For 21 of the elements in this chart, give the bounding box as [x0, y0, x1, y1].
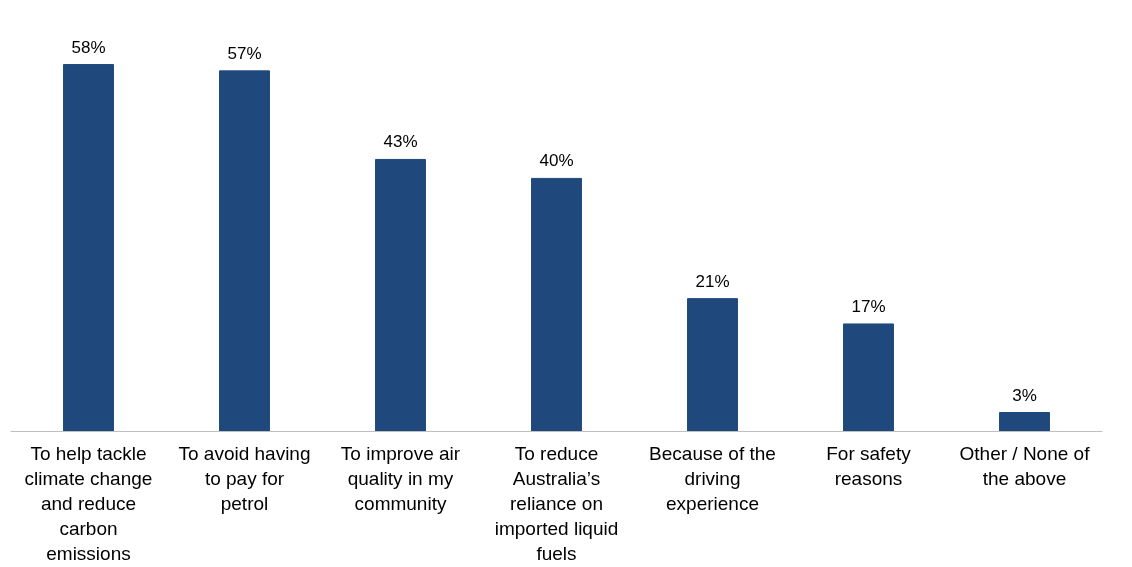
data-label: 57%	[227, 43, 262, 63]
bar	[63, 64, 114, 432]
data-label: 21%	[695, 271, 730, 291]
bar	[687, 298, 738, 432]
data-label: 17%	[851, 296, 886, 316]
x-tick-label: For safety reasons	[826, 442, 912, 489]
data-label: 43%	[383, 132, 418, 152]
x-tick-label: To improve air quality in my community	[340, 442, 461, 514]
data-label: 40%	[539, 151, 574, 171]
bar	[219, 70, 270, 432]
bar	[843, 323, 894, 432]
bar	[999, 412, 1050, 432]
x-tick-label: Other / None of the above	[959, 442, 1091, 489]
bar	[531, 177, 582, 432]
x-tick-label: To help tackle climate change and reduce carbon emissions	[24, 442, 153, 565]
x-tick-label: Because of the driving experience	[649, 442, 776, 514]
x-tick-label: To avoid having to pay for petrol	[178, 442, 311, 514]
bar	[375, 158, 426, 432]
x-tick-label: To reduce Australia’s reliance on imported liquid fuels	[494, 442, 619, 565]
data-label: 3%	[1012, 385, 1037, 405]
data-label: 58%	[71, 37, 106, 57]
